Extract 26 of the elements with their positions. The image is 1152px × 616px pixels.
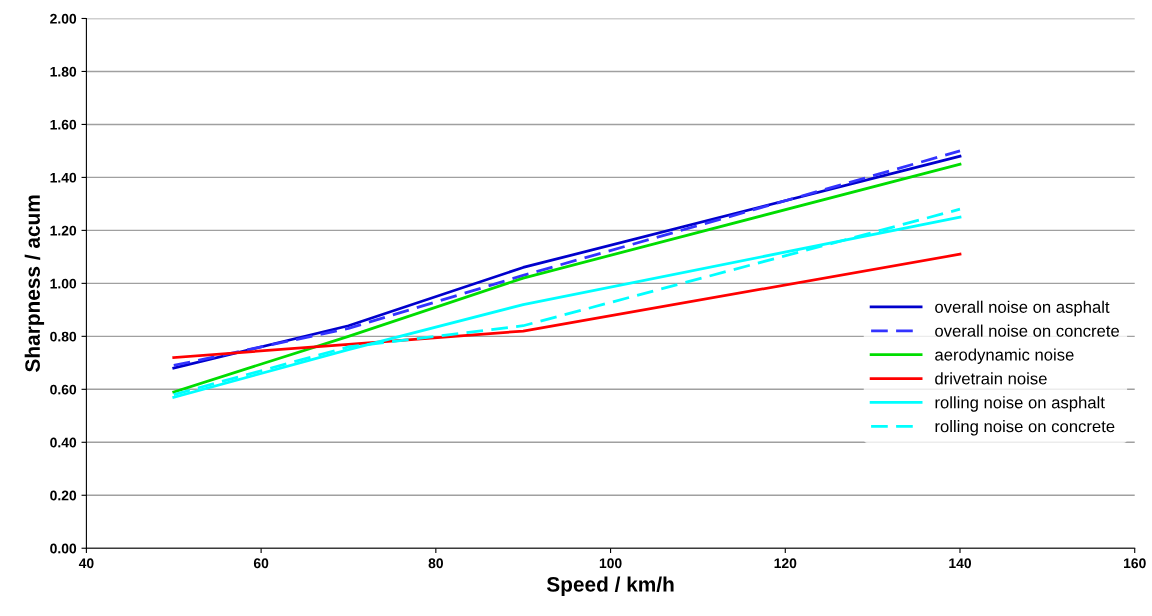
x-tick-label: 80: [428, 558, 443, 569]
y-tick-label: 0.40: [50, 437, 77, 448]
x-tick-label: 140: [949, 558, 972, 569]
y-tick-label: 1.00: [50, 278, 77, 289]
x-tick-label: 60: [253, 558, 269, 569]
y-tick-label: 0.60: [50, 384, 77, 395]
x-tick-label: 100: [599, 558, 622, 569]
legend-label: aerodynamic noise: [935, 348, 1074, 364]
y-tick-label: 1.20: [50, 225, 77, 236]
legend-label: overall noise on asphalt: [935, 300, 1110, 317]
y-tick-label: 0.00: [50, 543, 77, 554]
x-tick-label: 40: [78, 558, 94, 569]
legend-label: overall noise on concrete: [935, 324, 1119, 337]
x-tick-label: 160: [1124, 558, 1146, 569]
y-tick-label: 1.60: [50, 119, 77, 130]
y-tick-label: 1.80: [50, 66, 77, 77]
y-tick-label: 0.20: [50, 490, 77, 501]
y-axis-title: Sharpness / acum: [24, 195, 45, 372]
y-tick-label: 2.00: [50, 13, 77, 24]
y-tick-label: 0.80: [50, 331, 77, 342]
legend-label: drivetrain noise: [935, 372, 1047, 385]
legend-label: rolling noise on asphalt: [935, 396, 1105, 412]
y-tick-label: 1.40: [50, 172, 77, 183]
x-tick-label: 120: [774, 558, 797, 569]
legend-label: rolling noise on concrete: [935, 420, 1115, 436]
x-axis-title: Speed / km/h: [546, 576, 674, 596]
